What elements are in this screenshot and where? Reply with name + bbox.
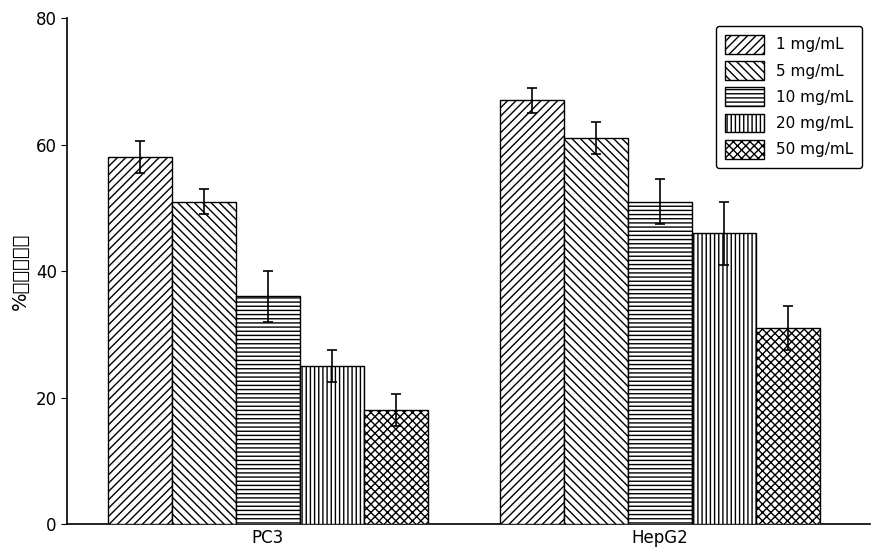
Legend: 1 mg/mL, 5 mg/mL, 10 mg/mL, 20 mg/mL, 50 mg/mL: 1 mg/mL, 5 mg/mL, 10 mg/mL, 20 mg/mL, 50… bbox=[716, 26, 862, 168]
Bar bbox=[236, 296, 300, 524]
Bar bbox=[172, 201, 236, 524]
Bar bbox=[108, 157, 172, 524]
Bar bbox=[500, 100, 565, 524]
Bar bbox=[364, 410, 427, 524]
Y-axis label: %细胞存活率: %细胞存活率 bbox=[11, 232, 30, 310]
Bar bbox=[300, 366, 364, 524]
Bar bbox=[565, 138, 628, 524]
Bar bbox=[692, 233, 756, 524]
Bar bbox=[756, 328, 819, 524]
Bar bbox=[628, 201, 692, 524]
